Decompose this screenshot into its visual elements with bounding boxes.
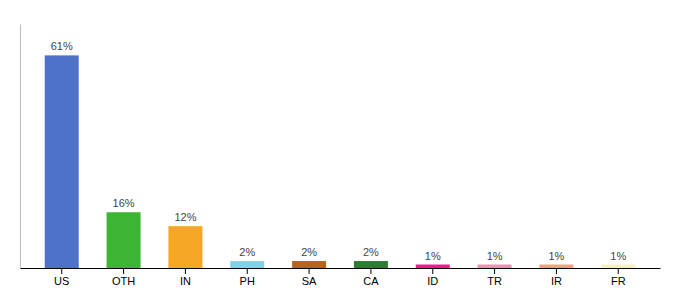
- x-axis: US OTH IN PH SA CA ID TR IR FR: [21, 268, 661, 287]
- x-tick-label: SA: [302, 275, 317, 287]
- x-tick-label: CA: [363, 275, 379, 287]
- x-tick: OTH: [112, 268, 135, 287]
- data-label: 2%: [239, 246, 255, 258]
- x-tick-label: PH: [240, 275, 255, 287]
- x-tick-mark: [618, 268, 619, 274]
- bar: [230, 261, 264, 268]
- plot: US OTH IN PH SA CA ID TR IR FR 61% 16% 12% 2% 2% 2% 1% 1%…: [21, 25, 661, 287]
- x-tick-mark: [370, 268, 371, 274]
- bar: [292, 261, 326, 268]
- bar: [478, 265, 512, 268]
- x-tick: CA: [363, 268, 379, 287]
- data-label: 1%: [548, 250, 564, 262]
- x-tick-label: IR: [551, 275, 562, 287]
- x-tick-mark: [432, 268, 433, 274]
- y-axis-line: [20, 25, 21, 269]
- x-tick-mark: [247, 268, 248, 274]
- x-tick: IR: [551, 268, 562, 287]
- x-tick-label: US: [54, 275, 69, 287]
- x-tick-mark: [61, 268, 62, 274]
- data-label: 1%: [610, 250, 626, 262]
- bar: [354, 261, 388, 268]
- bar: [539, 265, 573, 268]
- x-tick-mark: [556, 268, 557, 274]
- data-label: 1%: [487, 250, 503, 262]
- x-tick-label: FR: [611, 275, 626, 287]
- bars: [45, 55, 636, 268]
- data-label: 2%: [363, 246, 379, 258]
- x-tick-mark: [185, 268, 186, 274]
- y-axis: [20, 25, 21, 269]
- bar: [45, 55, 79, 268]
- x-tick: PH: [240, 268, 255, 287]
- data-label: 61%: [51, 40, 73, 52]
- x-tick: SA: [302, 268, 317, 287]
- chart: US OTH IN PH SA CA ID TR IR FR 61% 16% 12% 2% 2% 2% 1% 1%…: [0, 0, 680, 300]
- x-tick-label: ID: [427, 275, 438, 287]
- x-tick-mark: [494, 268, 495, 274]
- x-tick-mark: [123, 268, 124, 274]
- data-label: 1%: [425, 250, 441, 262]
- x-tick-label: IN: [180, 275, 191, 287]
- data-label: 16%: [113, 197, 135, 209]
- x-tick-label: TR: [487, 275, 502, 287]
- data-labels: 61% 16% 12% 2% 2% 2% 1% 1% 1% 1%: [51, 40, 627, 261]
- x-tick: ID: [427, 268, 438, 287]
- data-label: 2%: [301, 246, 317, 258]
- x-tick: FR: [611, 268, 626, 287]
- bar: [416, 265, 450, 268]
- x-tick: US: [54, 268, 69, 287]
- x-axis-line: [21, 268, 661, 269]
- x-tick-label: OTH: [112, 275, 135, 287]
- bar: [601, 265, 635, 268]
- data-label: 12%: [174, 211, 196, 223]
- bar: [107, 212, 141, 268]
- x-tick: IN: [180, 268, 191, 287]
- x-tick: TR: [487, 268, 502, 287]
- x-tick-mark: [309, 268, 310, 274]
- bar: [168, 226, 202, 268]
